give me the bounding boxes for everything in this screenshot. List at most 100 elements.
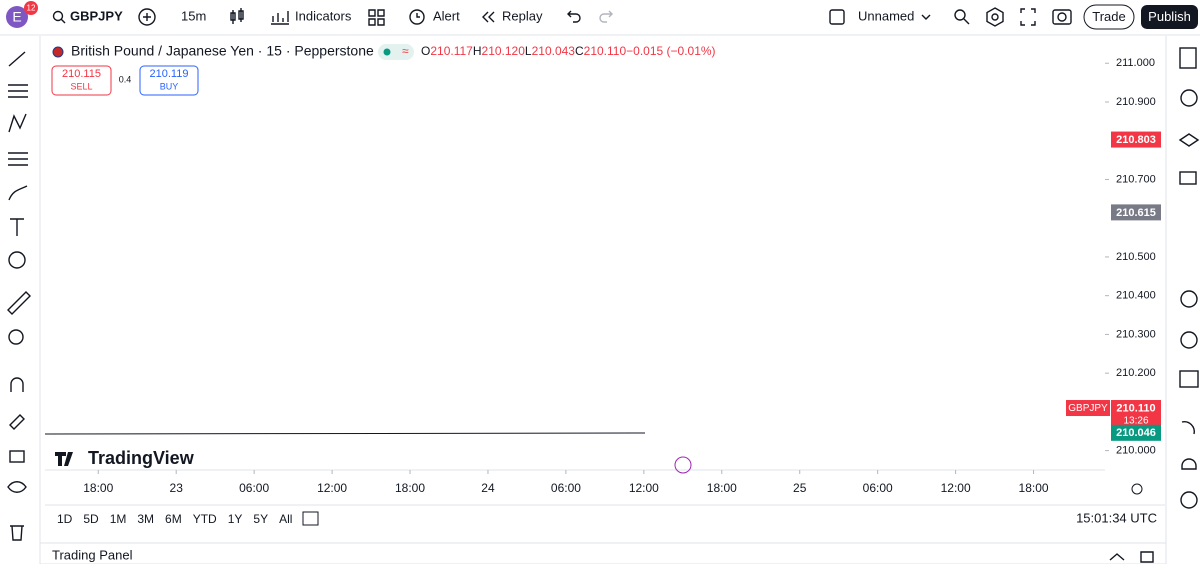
target-label: 210.046 xyxy=(1116,427,1156,439)
snapshot-icon[interactable] xyxy=(1052,9,1072,25)
y-tick-label: 210.300 xyxy=(1116,328,1156,340)
last-price: 210.110 xyxy=(1116,402,1155,414)
fib-tool[interactable] xyxy=(8,84,28,98)
search-icon xyxy=(60,18,66,24)
snapshot-icon xyxy=(1057,12,1067,22)
clock: 15:01:34 UTC xyxy=(1076,510,1157,525)
help-icon[interactable] xyxy=(1180,491,1198,509)
range-button[interactable]: YTD xyxy=(193,512,217,526)
range-button[interactable]: 1M xyxy=(110,512,127,526)
fullscreen-icon[interactable] xyxy=(1020,8,1036,26)
publish-button[interactable] xyxy=(1141,5,1198,29)
x-tick-label: 18:00 xyxy=(395,481,425,495)
brush-tool[interactable] xyxy=(8,185,28,201)
pattern-tool[interactable] xyxy=(8,113,27,133)
ohlc-value: 210.110 xyxy=(584,44,627,58)
indicators-icon[interactable] xyxy=(271,11,289,25)
magnet-tool[interactable] xyxy=(10,377,24,392)
spread: 0.4 xyxy=(119,74,132,84)
market-status xyxy=(378,44,414,60)
zoom-tool[interactable] xyxy=(8,329,24,345)
x-tick-label: 23 xyxy=(170,481,184,495)
range-button[interactable]: 1D xyxy=(57,512,73,526)
replay-icon[interactable] xyxy=(482,11,495,23)
ohlc-value: 210.117 xyxy=(430,44,473,58)
entry-label: 210.615 xyxy=(1116,207,1156,219)
range-button[interactable]: 5Y xyxy=(253,512,268,526)
buy-button[interactable] xyxy=(139,65,199,96)
x-tick-label: 25 xyxy=(793,481,807,495)
sell-label: SELL xyxy=(70,81,92,91)
interval[interactable]: 15m xyxy=(181,8,206,23)
ideas-icon[interactable] xyxy=(1180,331,1198,349)
chat-icon[interactable] xyxy=(1179,171,1197,185)
layout-name[interactable]: Unnamed xyxy=(858,8,914,23)
logo xyxy=(55,452,73,466)
axis-settings-icon[interactable] xyxy=(1131,483,1143,495)
templates-icon[interactable] xyxy=(368,9,385,26)
x-tick-label: 18:00 xyxy=(83,481,113,495)
range-button[interactable]: All xyxy=(279,512,292,526)
market-open-dot xyxy=(383,48,391,56)
checkbox[interactable] xyxy=(829,9,845,25)
hide-tool[interactable] xyxy=(7,481,27,493)
range-button[interactable]: 5D xyxy=(83,512,99,526)
x-tick-label: 06:00 xyxy=(551,481,581,495)
avatar[interactable] xyxy=(6,6,28,28)
chevron[interactable] xyxy=(921,14,931,20)
text-tool[interactable] xyxy=(10,218,24,236)
x-tick-label: 06:00 xyxy=(863,481,893,495)
sell-button[interactable] xyxy=(51,65,112,96)
forecast-tool[interactable] xyxy=(8,152,28,166)
trendline-tool[interactable] xyxy=(8,51,26,67)
notifications-icon[interactable] xyxy=(1181,458,1197,470)
watchlist-icon[interactable] xyxy=(1179,47,1197,69)
chart-type-icon[interactable] xyxy=(230,8,244,24)
range-button[interactable]: 1Y xyxy=(228,512,243,526)
trade-label: Trade xyxy=(1092,9,1125,24)
range-button[interactable]: 3M xyxy=(137,512,154,526)
trading-panel-bar xyxy=(39,542,1167,564)
alert-icon[interactable] xyxy=(409,9,425,25)
target-icon[interactable] xyxy=(1180,290,1198,308)
calendar-icon[interactable] xyxy=(1179,370,1199,388)
search-icon[interactable] xyxy=(52,10,64,22)
event-icon[interactable] xyxy=(674,456,692,474)
last-symbol-box xyxy=(1066,400,1110,417)
goto-date-icon[interactable] xyxy=(302,511,319,526)
undo-icon[interactable] xyxy=(567,10,581,23)
indicators[interactable]: Indicators xyxy=(295,8,352,23)
stop-label-box xyxy=(1111,131,1161,148)
lock-drawing-tool[interactable] xyxy=(9,414,25,430)
publish-label: Publish xyxy=(1148,9,1191,24)
symbol[interactable]: GBPJPY xyxy=(70,8,123,23)
replay[interactable]: Replay xyxy=(502,8,543,23)
x-tick-label: 06:00 xyxy=(239,481,269,495)
emoji-tool[interactable] xyxy=(8,251,26,269)
alert-icon xyxy=(416,13,420,18)
ruler-tool[interactable] xyxy=(7,291,31,315)
market-status-icon: ≈ xyxy=(402,44,409,58)
panel-controls[interactable] xyxy=(1109,551,1154,563)
compare-icon[interactable] xyxy=(138,8,156,26)
stream-icon[interactable] xyxy=(1181,421,1195,435)
lock-tool[interactable] xyxy=(9,450,25,463)
avatar-letter: E xyxy=(12,9,21,25)
trading-panel[interactable]: Trading Panel xyxy=(52,547,133,562)
layers-icon[interactable] xyxy=(1178,133,1200,147)
last-price-box xyxy=(1111,400,1161,429)
flag-icon xyxy=(52,46,64,58)
settings-icon[interactable] xyxy=(986,7,1004,27)
alert[interactable]: Alert xyxy=(433,8,460,23)
settings-icon xyxy=(991,13,999,21)
ohlc-value: 210.120 xyxy=(482,44,526,58)
delete-tool[interactable] xyxy=(10,525,24,541)
alerts-icon[interactable] xyxy=(1180,89,1198,107)
redo-icon[interactable] xyxy=(599,10,613,23)
ohlc-label: O xyxy=(421,44,430,58)
quick-search-icon xyxy=(963,18,970,25)
quick-search-icon[interactable] xyxy=(954,9,966,21)
range-button[interactable]: 6M xyxy=(165,512,182,526)
trade-button[interactable] xyxy=(1083,4,1135,30)
